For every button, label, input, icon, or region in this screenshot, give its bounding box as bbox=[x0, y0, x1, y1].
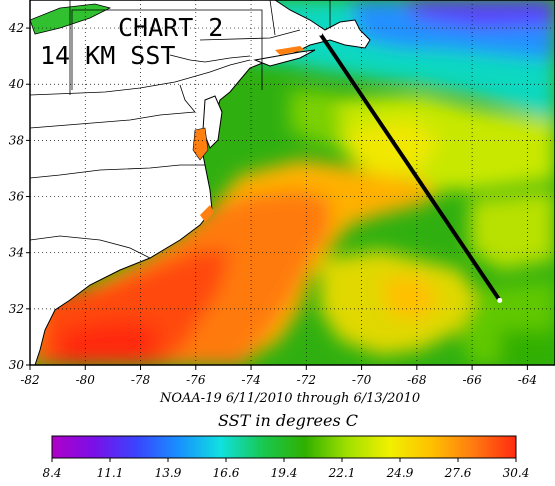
lon-tick-label: -76 bbox=[186, 373, 206, 387]
transect-endpoint bbox=[497, 297, 503, 303]
lon-tick-label: -80 bbox=[76, 373, 96, 387]
lon-tick-label: -70 bbox=[352, 373, 372, 387]
colorbar-labels: 8.4 11.1 13.9 16.6 19.4 22.1 24.9 27.6 30.4 bbox=[42, 458, 529, 480]
colorbar-label: 13.9 bbox=[155, 466, 182, 480]
coast-features bbox=[30, 0, 331, 259]
colorbar-label: 22.1 bbox=[328, 466, 356, 480]
transect-startpoint bbox=[318, 31, 323, 36]
units-caption: SST in degrees C bbox=[218, 411, 358, 430]
lon-tick-label: -68 bbox=[407, 373, 427, 387]
lat-tick-label: 34 bbox=[9, 246, 24, 260]
title-line-2: 14 KM SST bbox=[40, 41, 175, 70]
sst-field bbox=[30, 0, 555, 365]
transect bbox=[318, 31, 503, 303]
colorbar-label: 24.9 bbox=[386, 466, 414, 480]
colorbar bbox=[51, 435, 517, 459]
lon-tick-label: -82 bbox=[20, 373, 39, 387]
colorbar-label: 11.1 bbox=[97, 466, 124, 480]
lon-tick-label: -64 bbox=[518, 373, 537, 387]
lon-tick-label: -66 bbox=[462, 373, 482, 387]
title-box: CHART 2 14 KM SST bbox=[40, 9, 263, 90]
colorbar-label: 27.6 bbox=[444, 466, 472, 480]
colorbar-label: 16.6 bbox=[213, 466, 240, 480]
lon-tick-label: -78 bbox=[131, 373, 151, 387]
lat-lon-grid bbox=[30, 0, 555, 365]
transect-line bbox=[318, 32, 502, 302]
lat-tick-label: 42 bbox=[8, 21, 24, 35]
lat-tick-label: 36 bbox=[9, 190, 25, 204]
title-line-1: CHART 2 bbox=[118, 13, 223, 42]
map-frame bbox=[29, 0, 555, 366]
latitude-ticks: 30 32 34 36 38 40 42 bbox=[8, 21, 30, 372]
lon-tick-label: -74 bbox=[241, 373, 260, 387]
lat-tick-label: 38 bbox=[9, 133, 25, 147]
colorbar-label: 30.4 bbox=[503, 466, 530, 480]
colorbar-label: 8.4 bbox=[42, 466, 61, 480]
lat-tick-label: 32 bbox=[9, 302, 24, 316]
colorbar-label: 19.4 bbox=[271, 466, 298, 480]
lat-tick-label: 30 bbox=[9, 358, 25, 372]
satellite-caption: NOAA-19 6/11/2010 through 6/13/2010 bbox=[159, 391, 420, 406]
lat-tick-label: 40 bbox=[8, 77, 25, 91]
lon-tick-label: -72 bbox=[297, 373, 316, 387]
colorbar-ramp bbox=[51, 435, 517, 459]
longitude-ticks: -82 -80 -78 -76 -74 -72 -70 -68 -66 -64 bbox=[20, 365, 537, 387]
